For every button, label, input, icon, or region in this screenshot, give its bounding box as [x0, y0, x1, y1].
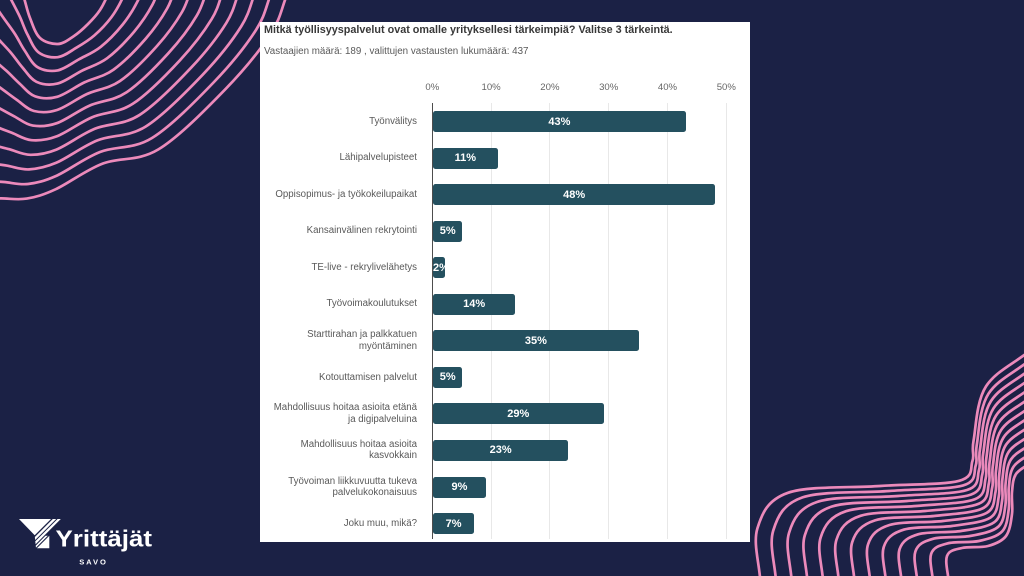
svg-text:SAVO: SAVO — [79, 557, 108, 566]
svg-text:Yrittäjät: Yrittäjät — [56, 526, 153, 552]
